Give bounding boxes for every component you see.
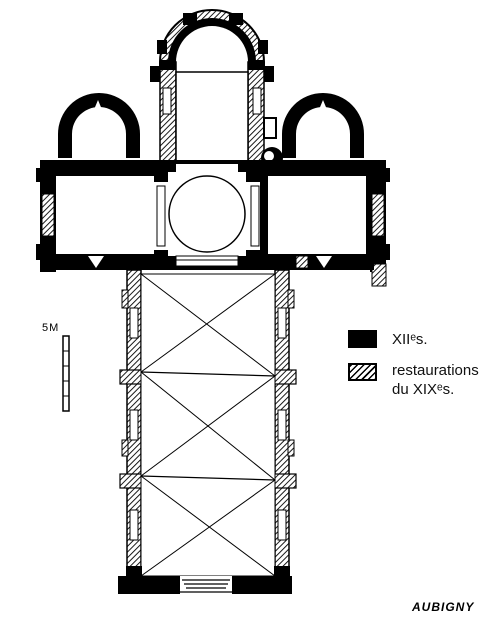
legend-swatch-hatched xyxy=(348,363,377,381)
right-apsidiole xyxy=(261,93,364,169)
transept xyxy=(36,160,390,287)
scale-bar xyxy=(62,335,70,412)
scale-label: 5M xyxy=(42,322,60,334)
legend-label-12th-century: XIIᵉs. xyxy=(392,331,428,348)
nave xyxy=(118,269,297,594)
legend-label-restorations: restaurations xyxy=(392,362,479,379)
site-name: AUBIGNY xyxy=(412,600,475,614)
legend-label-restorations-line2: du XIXᵉs. xyxy=(392,381,455,398)
legend-swatch-black xyxy=(348,330,377,348)
left-apsidiole xyxy=(58,93,140,160)
central-apse xyxy=(150,9,274,167)
